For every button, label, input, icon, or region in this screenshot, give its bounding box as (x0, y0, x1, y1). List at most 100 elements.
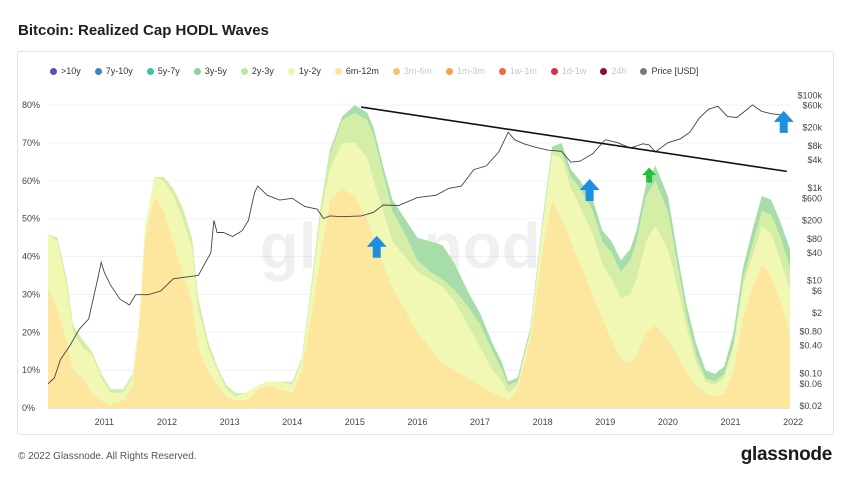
legend-marker-icon (445, 67, 453, 75)
y-right-tick-label: $20k (802, 123, 822, 133)
y-right-tick-label: $80 (807, 234, 822, 244)
y-left-tick-label: 80% (22, 100, 40, 110)
x-tick-label: 2015 (345, 417, 365, 427)
legend-label: 24h (611, 66, 627, 76)
chart-annotations (366, 110, 794, 258)
y-axis-left: 0% 10% 20% 30% 40% 50% 60% 70% 80% (22, 100, 40, 413)
x-tick-label: 2021 (720, 417, 740, 427)
x-tick-label: 2022 (783, 417, 803, 427)
y-left-tick-label: 0% (22, 403, 35, 413)
y-left-tick-label: 20% (22, 327, 40, 337)
arrow-up-icon (642, 167, 657, 183)
x-tick-label: 2012 (157, 417, 177, 427)
legend-marker-icon (550, 67, 558, 75)
y-right-tick-label: $60k (802, 101, 822, 111)
band-1y-2y (48, 143, 790, 405)
arrow-up-icon (366, 235, 387, 258)
legend-item[interactable]: 3y-5y (193, 66, 227, 76)
legend-marker-icon (94, 67, 102, 75)
legend-label: 5y-7y (157, 66, 180, 76)
legend-label: 1m-3m (456, 66, 485, 76)
chart-title: Bitcoin: Realized Cap HODL Waves (18, 22, 269, 39)
footer-copyright: © 2022 Glassnode. All Rights Reserved. (18, 451, 197, 462)
chart-trend (360, 106, 787, 173)
legend-marker-icon (392, 67, 400, 75)
x-tick-label: 2019 (595, 417, 615, 427)
x-tick-label: 2013 (220, 417, 240, 427)
y-right-tick-label: $200 (802, 215, 822, 225)
y-right-tick-label: $600 (802, 193, 822, 203)
chart-legend: >10y 7y-10y 5y-7y 3y-5y 2y-3y 1y-2y 6m-12m 3m-6… (50, 64, 820, 78)
y-right-tick-label: $10 (807, 276, 822, 286)
y-right-tick-label: $100k (797, 90, 822, 100)
legend-item[interactable]: 2y-3y (240, 66, 274, 76)
legend-item[interactable]: 1m-3m (445, 66, 485, 76)
legend-label: 2y-3y (251, 66, 274, 76)
legend-marker-icon (334, 67, 342, 75)
legend-item[interactable]: 24h (600, 66, 626, 76)
y-left-tick-label: 10% (22, 365, 40, 375)
x-tick-label: 2016 (407, 417, 427, 427)
legend-item[interactable]: Price [USD] (640, 66, 698, 76)
brand-logo: glassnode (740, 444, 833, 465)
legend-label: 7y-10y (105, 66, 133, 76)
legend-marker-icon (600, 67, 608, 75)
y-right-tick-label: $8k (807, 141, 822, 151)
legend-item[interactable]: 3m-6m (392, 66, 432, 76)
legend-marker-icon (193, 67, 201, 75)
y-right-tick-label: $4k (807, 155, 822, 165)
legend-item[interactable]: 1d-1w (550, 66, 587, 76)
x-tick-label: 2018 (533, 417, 553, 427)
y-right-tick-label: $0.10 (799, 368, 822, 378)
y-right-tick-label: $1k (807, 183, 822, 193)
legend-item[interactable]: >10y (50, 66, 81, 76)
legend-label: 1y-2y (298, 66, 321, 76)
legend-label: Price [USD] (651, 66, 699, 76)
legend-marker-icon (240, 67, 248, 75)
y-axis-right: $0.02 $0.06$0.10 $0.40 $0.80 $2 $6$10 $40 $80 $2… (797, 90, 822, 411)
legend-item[interactable]: 6m-12m (334, 66, 379, 76)
arrow-up-icon (773, 110, 794, 133)
arrow-up-icon (579, 178, 600, 201)
legend-item[interactable]: 7y-10y (94, 66, 133, 76)
y-right-tick-label: $0.80 (799, 327, 822, 337)
legend-item[interactable]: 5y-7y (146, 66, 180, 76)
x-axis: 2011 2012 2013 2014 2015 2016 2017 2018 2019 2020… (48, 408, 803, 427)
chart-bands (48, 105, 790, 408)
x-tick-label: 2014 (282, 417, 302, 427)
price-line (47, 104, 788, 385)
trend-line (360, 106, 787, 173)
band-2y-3y (48, 112, 790, 397)
legend-label: 1w-1m (509, 66, 537, 76)
legend-marker-icon (146, 67, 154, 75)
band-6m-12m (48, 188, 790, 408)
y-right-tick-label: $0.40 (799, 341, 822, 351)
chart-price-series (47, 104, 788, 385)
legend-label: 3y-5y (204, 66, 227, 76)
y-left-tick-label: 50% (22, 214, 40, 224)
y-right-tick-label: $0.06 (799, 379, 822, 389)
y-right-tick-label: $40 (807, 248, 822, 258)
x-tick-label: 2020 (658, 417, 678, 427)
y-left-tick-label: 40% (22, 252, 40, 262)
band-3y-5y (48, 105, 790, 393)
legend-label: >10y (61, 66, 81, 76)
legend-marker-icon (498, 67, 506, 75)
legend-marker-icon (287, 67, 295, 75)
legend-item[interactable]: 1w-1m (498, 66, 537, 76)
legend-item[interactable]: 1y-2y (287, 66, 321, 76)
y-left-tick-label: 60% (22, 176, 40, 186)
legend-label: 3m-6m (403, 66, 432, 76)
legend-marker-icon (50, 67, 57, 75)
legend-label: 6m-12m (345, 66, 379, 76)
legend-marker-icon (640, 67, 648, 75)
y-right-tick-label: $0.02 (799, 401, 822, 411)
y-left-tick-label: 70% (22, 138, 40, 148)
x-tick-label: 2011 (95, 417, 114, 427)
y-right-tick-label: $2 (812, 308, 822, 318)
x-tick-label: 2017 (470, 417, 490, 427)
y-left-tick-label: 30% (22, 289, 40, 299)
legend-label: 1d-1w (561, 66, 587, 76)
